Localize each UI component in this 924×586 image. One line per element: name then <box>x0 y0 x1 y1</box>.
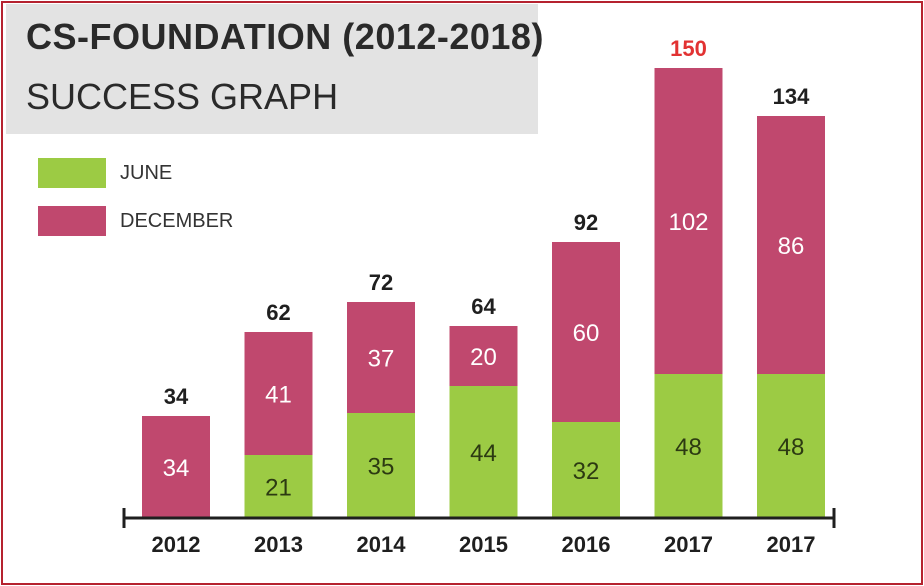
bar-december-0 <box>142 416 210 518</box>
legend-label-june: JUNE <box>120 162 173 184</box>
legend-swatch-december <box>38 206 106 236</box>
bar-total-1: 62 <box>266 300 290 325</box>
bar-label-december-5: 102 <box>668 209 708 236</box>
bar-label-june-5: 48 <box>675 434 702 461</box>
bar-label-june-1: 21 <box>265 475 292 502</box>
bar-june-6 <box>757 374 825 518</box>
bar-label-december-2: 37 <box>368 346 395 373</box>
bar-label-june-3: 44 <box>470 440 497 467</box>
x-tick-label-2: 2014 <box>357 532 407 557</box>
x-tick-label-5: 2017 <box>664 532 713 557</box>
bar-december-2 <box>347 302 415 413</box>
bar-label-june-2: 35 <box>368 454 395 481</box>
bar-label-june-4: 32 <box>573 458 600 485</box>
bar-june-2 <box>347 413 415 518</box>
bar-december-4 <box>552 242 620 422</box>
bar-label-december-3: 20 <box>470 344 497 371</box>
bar-december-6 <box>757 116 825 374</box>
bar-label-december-4: 60 <box>573 320 600 347</box>
x-tick-label-1: 2013 <box>254 532 303 557</box>
bar-total-5: 150 <box>670 36 707 61</box>
bar-total-0: 34 <box>164 384 189 409</box>
bar-label-december-6: 86 <box>778 233 805 260</box>
x-tick-label-3: 2015 <box>459 532 508 557</box>
bar-label-june-6: 48 <box>778 434 805 461</box>
bar-total-6: 134 <box>773 84 810 109</box>
bar-june-4 <box>552 422 620 518</box>
bar-total-4: 92 <box>574 210 598 235</box>
bar-june-3 <box>449 386 518 518</box>
legend-swatch-june <box>38 158 106 188</box>
bar-december-1 <box>244 332 313 455</box>
bar-total-3: 64 <box>471 294 496 319</box>
x-tick-label-4: 2016 <box>562 532 611 557</box>
x-tick-label-6: 2017 <box>767 532 816 557</box>
bar-december-3 <box>449 326 518 386</box>
bar-june-1 <box>244 455 313 518</box>
bar-total-2: 72 <box>369 270 393 295</box>
legend-label-december: DECEMBER <box>120 210 234 232</box>
x-tick-label-0: 2012 <box>152 532 201 557</box>
bar-label-december-0: 34 <box>163 455 190 482</box>
chart-subtitle: SUCCESS GRAPH <box>26 76 339 117</box>
bar-label-december-1: 41 <box>265 382 292 409</box>
bar-june-5 <box>654 374 723 518</box>
chart-title: CS-FOUNDATION (2012-2018) <box>26 16 544 57</box>
bar-december-5 <box>654 68 723 374</box>
title-panel: CS-FOUNDATION (2012-2018) SUCCESS GRAPH <box>6 4 543 134</box>
